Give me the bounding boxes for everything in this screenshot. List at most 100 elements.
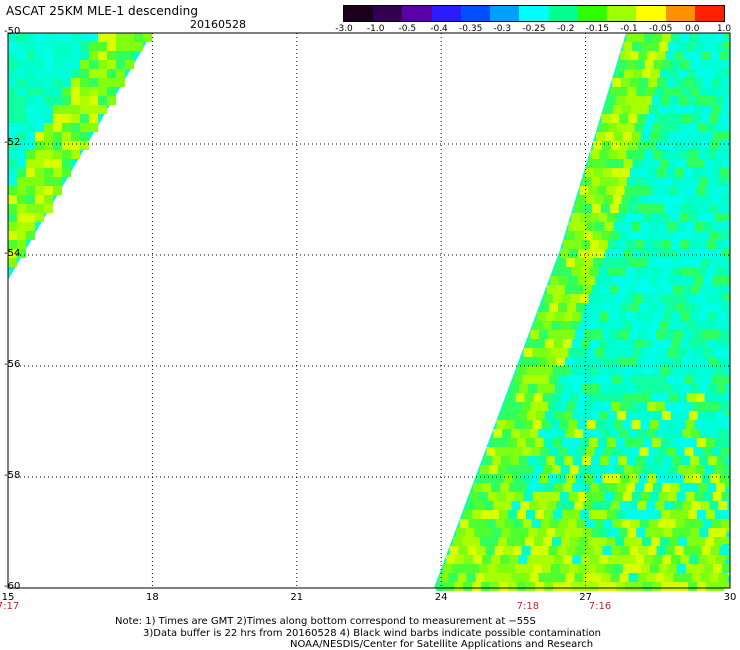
swath-cell [526,510,536,519]
swath-cell [719,546,729,555]
swath-cell [506,393,516,402]
swath-cell [17,204,26,213]
swath-cell [604,222,614,231]
lon-tick-label: 27 [579,592,592,603]
swath-cell [467,546,477,555]
swath-cell [693,78,703,87]
swath-cell [717,177,727,186]
swath-cell [661,582,671,591]
swath-cell [708,384,718,393]
swath-cell [622,420,632,429]
swath-cell [705,438,715,447]
swath-cell [481,510,491,519]
swath-cell [687,69,697,78]
swath-cell [8,69,17,78]
swath-cell [562,411,572,420]
swath-cell [586,348,596,357]
swath-cell [727,357,730,360]
swath-cell [632,42,642,51]
swath-cell [473,555,483,564]
swath-cell [648,375,658,384]
colorbar-label: -0.1 [620,24,638,34]
swath-cell [711,303,721,312]
swath-cell [71,96,80,105]
colorbar-label: -0.2 [556,24,575,34]
swath-cell [549,519,559,528]
swath-cell [612,195,622,204]
swath-cell [675,375,685,384]
swath-cell [569,249,579,258]
swath-cell [71,150,80,159]
swath-cell [650,159,660,168]
swath-cell [625,411,635,420]
swath-cell [726,177,730,181]
swath-cell [722,249,730,257]
swath-cell [563,240,573,249]
swath-cell [626,312,636,321]
swath-cell [80,33,89,42]
swath-cell [626,555,636,564]
swath-cell [80,51,89,60]
swath-cell [634,123,644,132]
swath-cell [522,375,532,384]
swath-cell [645,456,655,465]
swath-cell [436,582,446,591]
swath-cell [648,519,658,528]
swath-cell [677,465,687,474]
swath-cell [573,384,583,393]
swath-cell [648,447,658,456]
swath-cell [670,510,680,519]
swath-cell [623,159,633,168]
swath-cell [568,492,578,501]
swath-cell [613,222,623,231]
swath-cell [455,555,465,564]
swath-cell [689,33,698,42]
note-line-3: NOAA/NESDIS/Center for Satellite Applica… [290,639,594,650]
swath-cell [550,564,560,573]
swath-cell [514,420,524,429]
swath-cell [445,582,455,591]
swath-cell [663,204,673,213]
swath-cell [571,582,581,591]
swath-cell [593,258,603,267]
swath-cell [549,303,559,312]
swath-cell [652,411,662,420]
swath-cell [651,366,661,375]
swath-cell [673,429,683,438]
swath-cell [686,321,696,330]
swath-cell [667,564,677,573]
swath-cell [647,51,657,60]
swath-cell [596,465,606,474]
swath-cell [595,420,605,429]
swath-cell [643,339,653,348]
swath-cell [725,483,730,488]
swath-cell [608,150,618,159]
swath-cell [581,483,591,492]
swath-cell [8,42,17,51]
swath-cell [640,492,650,501]
swath-cell [568,348,578,357]
swath-cell [608,555,618,564]
swath-cell [538,357,548,366]
swath-cell [482,555,492,564]
swath-cell [631,492,641,501]
swath-cell [716,483,726,492]
swath-cell [577,564,587,573]
swath-cell [607,339,617,348]
swath-cell [673,357,683,366]
swath-cell [556,573,566,582]
swath-cell [679,267,689,276]
swath-cell [722,159,730,167]
swath-cell [71,141,80,150]
swath-cell [540,303,550,312]
swath-cell [606,438,616,447]
swath-cell [703,420,713,429]
swath-cell [660,96,670,105]
swath-cell [550,492,560,501]
swath-cell [598,213,608,222]
swath-cell [609,177,619,186]
swath-cell [556,429,566,438]
swath-cell [672,177,682,186]
swath-cell [717,285,727,294]
swath-cell [8,78,17,87]
